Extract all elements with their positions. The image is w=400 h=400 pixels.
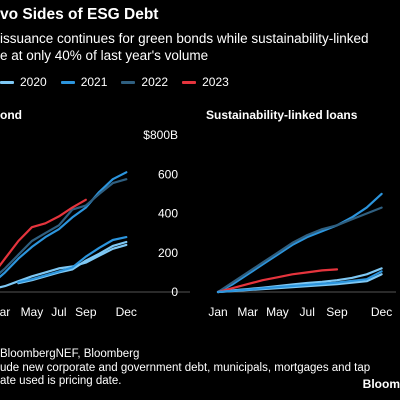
series-line-2020 — [17, 240, 128, 285]
footer-line: ate used is pricing date. — [0, 375, 122, 387]
x-tick-label: May — [21, 305, 44, 319]
x-tick-label: Mar — [237, 305, 258, 319]
series-line-2021 — [216, 270, 383, 294]
footer-line: BloombergNEF, Bloomberg — [0, 348, 140, 360]
legend-swatch — [121, 80, 136, 84]
x-tick-label: Sep — [75, 305, 97, 319]
legend-item-2022: 2022 — [121, 75, 168, 89]
x-tick-label: Jul — [51, 305, 66, 319]
footer-notes: BloombergNEF, Bloomberg ude new corporat… — [0, 348, 400, 389]
series-line-2023 — [216, 268, 339, 294]
brand-logo-text: Bloom — [362, 377, 400, 391]
series-line-2020 — [0, 243, 128, 289]
x-tick-label: Dec — [116, 305, 137, 319]
y-tick-label: $800B — [143, 128, 178, 142]
x-tick-label: May — [266, 305, 289, 319]
chart-title: vo Sides of ESG Debt — [0, 6, 159, 23]
series-line-2022 — [0, 178, 128, 275]
legend-swatch — [0, 80, 14, 84]
legend-item-2023: 2023 — [182, 75, 229, 89]
subtitle-line: e at only 40% of last year's volume — [0, 48, 209, 63]
x-tick-label: Jul — [300, 305, 315, 319]
series-line-2021 — [216, 192, 383, 294]
subtitle-line: issuance continues for green bonds while… — [0, 31, 369, 46]
legend: 2020 2021 2022 2023 — [0, 75, 243, 89]
legend-label: 2023 — [202, 75, 229, 89]
y-tick-label: 200 — [158, 246, 178, 260]
footer-line: ude new corporate and government debt, m… — [0, 361, 371, 374]
x-tick-label: Dec — [371, 305, 392, 319]
legend-swatch — [182, 80, 197, 84]
series-line-2021 — [17, 236, 128, 284]
legend-label: 2022 — [141, 75, 169, 89]
x-tick-label: Sep — [326, 305, 348, 319]
series-line-2021 — [0, 171, 128, 279]
y-tick-label: 400 — [158, 207, 178, 221]
x-tick-label: Jan — [208, 305, 227, 319]
y-tick-label: 600 — [158, 167, 178, 181]
y-tick-label: 0 — [171, 285, 178, 299]
legend-item-2021: 2021 — [60, 75, 108, 89]
legend-swatch — [60, 80, 75, 84]
legend-label: 2020 — [20, 75, 47, 89]
series-line-2023 — [0, 198, 87, 267]
series-line-2022 — [216, 206, 383, 294]
panel-title-right: Sustainability-linked loans — [206, 108, 358, 122]
chart-subtitle: issuance continues for green bonds while… — [0, 30, 400, 64]
legend-label: 2021 — [80, 75, 108, 89]
panel-title-left: ond — [0, 108, 22, 122]
legend-item-2020: 2020 — [0, 75, 47, 89]
x-tick-label: ar — [0, 305, 10, 319]
